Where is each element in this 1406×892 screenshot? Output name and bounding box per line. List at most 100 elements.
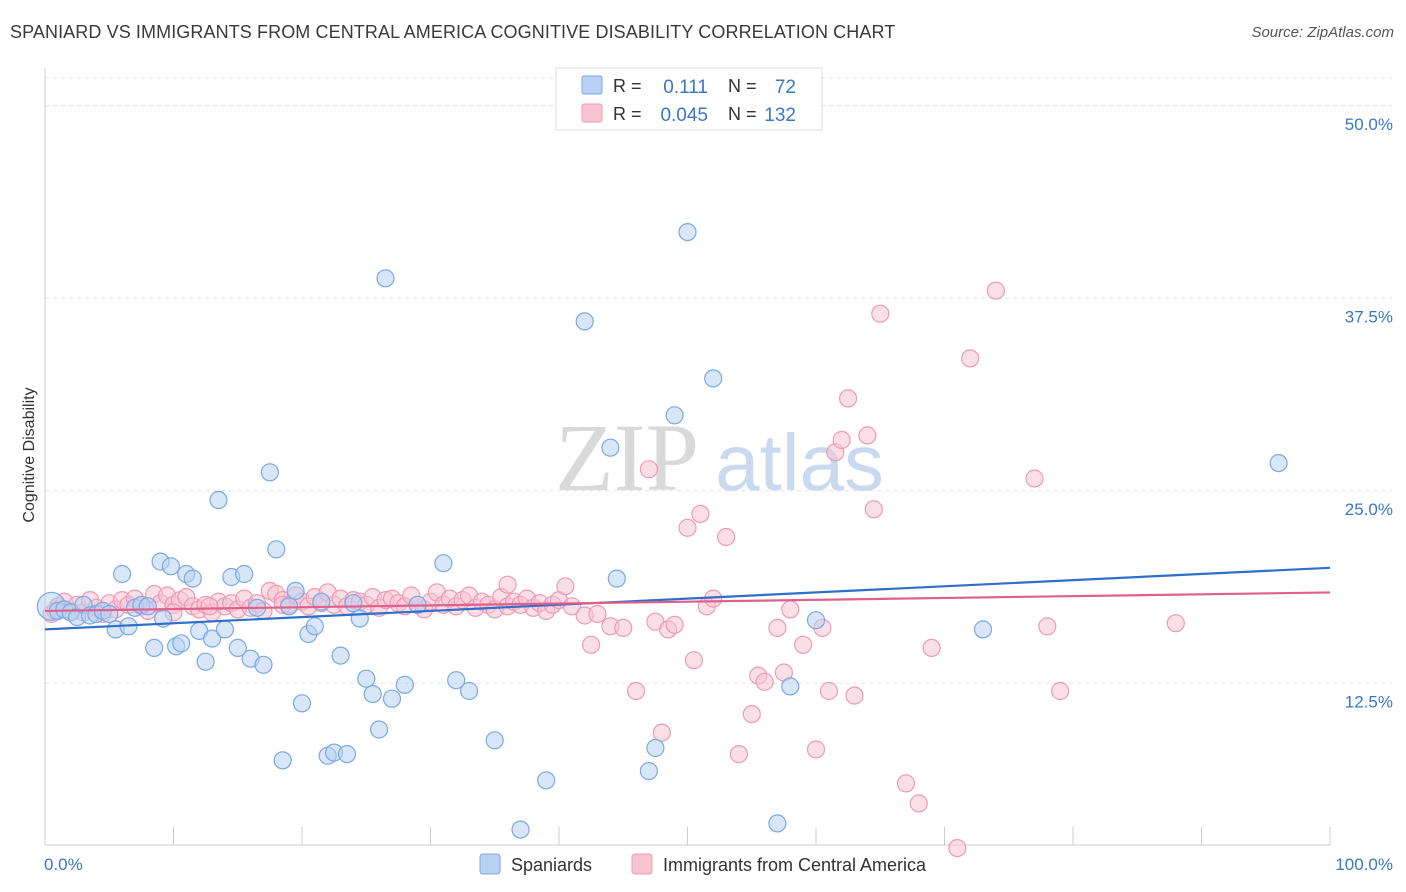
immigrant-point [1051, 681, 1070, 701]
spaniard-point [357, 669, 376, 688]
spaniard-point [607, 569, 626, 588]
spaniard-point [704, 369, 723, 388]
spaniard-point [100, 604, 119, 624]
spaniard-point [228, 638, 247, 658]
spaniard-point [273, 751, 292, 770]
bottom-legend-label-immigrants: Immigrants from Central America [663, 855, 927, 875]
spaniard-point [344, 594, 363, 613]
spaniard-point [511, 820, 530, 839]
spaniard-point [183, 569, 202, 588]
spaniard-point [286, 581, 305, 601]
immigrant-point [498, 575, 517, 594]
spaniard-point [145, 638, 164, 658]
immigrant-point [986, 281, 1006, 300]
immigrant-point [896, 774, 916, 793]
spaniard-point [337, 744, 357, 764]
immigrant-point [961, 349, 980, 368]
immigrant-point [1038, 617, 1057, 636]
immigrant-point [729, 744, 749, 764]
series-immigrants [42, 281, 1185, 858]
immigrant-point [864, 500, 883, 519]
spaniard-point [215, 620, 234, 639]
immigrant-point [819, 681, 839, 701]
spaniard-point [395, 675, 414, 694]
spaniard-point [196, 652, 215, 671]
y-tick-label-3: 50.0% [1345, 115, 1393, 134]
spaniard-point [434, 554, 453, 573]
legend-r-value-2: 0.045 [660, 105, 708, 126]
spaniard-point [254, 655, 273, 674]
immigrant-point [556, 577, 575, 596]
immigrant-point [793, 635, 813, 654]
immigrant-point [948, 838, 967, 858]
legend-r-label-1: R = [613, 76, 642, 96]
y-tick-label-2: 37.5% [1345, 307, 1393, 326]
spaniard-point [363, 684, 382, 704]
immigrant-point [806, 740, 826, 759]
chart-title: SPANIARD VS IMMIGRANTS FROM CENTRAL AMER… [10, 22, 896, 42]
bottom-legend-label-spaniards: Spaniards [511, 855, 592, 875]
spaniard-point [267, 540, 286, 559]
spaniard-point [161, 557, 180, 576]
immigrant-point [768, 618, 787, 638]
correlation-legend: R = 0.111 N = 72 R = 0.045 N = 132 [555, 67, 823, 131]
immigrant-point [200, 597, 219, 616]
spaniard-point [331, 646, 350, 665]
spaniard-point [575, 312, 594, 331]
spaniard-point [203, 629, 222, 648]
spaniard-point [1269, 454, 1288, 473]
spaniard-point [209, 490, 228, 510]
source-credit: Source: ZipAtlas.com [1251, 24, 1394, 41]
data-points [36, 223, 1288, 858]
immigrant-point [588, 604, 607, 624]
immigrant-point [871, 304, 890, 323]
spaniard-point [768, 814, 787, 833]
spaniard-point [665, 406, 684, 425]
immigrant-point [562, 597, 582, 616]
trend-line-spaniards [44, 566, 1331, 631]
immigrant-point [614, 618, 633, 638]
legend-n-label-1: N = [728, 76, 757, 96]
legend-n-value-1: 72 [775, 77, 796, 98]
spaniard-point [172, 634, 191, 653]
immigrant-point [909, 794, 928, 813]
spaniard-point [235, 564, 254, 584]
immigrant-point [1166, 614, 1185, 633]
immigrant-point [755, 672, 774, 691]
trend-line-immigrants [44, 591, 1331, 613]
immigrant-point [858, 426, 877, 445]
immigrant-point [838, 389, 858, 408]
spaniard-point [537, 771, 556, 790]
legend-n-label-2: N = [728, 104, 757, 124]
spaniard-point [806, 611, 826, 630]
axes [44, 68, 1331, 846]
bottom-legend-swatch-immigrants [631, 853, 653, 875]
immigrant-point [639, 460, 659, 479]
spaniard-point [973, 620, 993, 639]
immigrant-point [781, 600, 800, 619]
y-tick-label-0: 12.5% [1345, 692, 1393, 711]
x-tick-label-min: 0.0% [44, 855, 83, 874]
immigrant-point [626, 681, 646, 701]
legend-swatch-spaniards [581, 75, 603, 95]
immigrant-point [845, 686, 864, 705]
bottom-legend-swatch-spaniards [479, 853, 501, 875]
immigrant-point [691, 504, 710, 524]
immigrant-point [742, 704, 761, 724]
y-tick-label-1: 25.0% [1345, 500, 1393, 519]
spaniard-point [646, 738, 665, 758]
series-legend: Spaniards Immigrants from Central Americ… [479, 853, 927, 875]
spaniard-point [639, 761, 659, 781]
immigrant-point [832, 430, 851, 450]
immigrant-point [581, 635, 601, 654]
immigrant-point [665, 615, 684, 634]
immigrant-point [1025, 469, 1044, 488]
immigrant-point [684, 651, 704, 670]
spaniard-point [485, 731, 504, 750]
trend-lines [44, 566, 1331, 631]
spaniard-point [260, 463, 279, 482]
spaniard-point [112, 564, 132, 584]
spaniard-point [292, 694, 312, 713]
spaniard-point [370, 720, 389, 739]
